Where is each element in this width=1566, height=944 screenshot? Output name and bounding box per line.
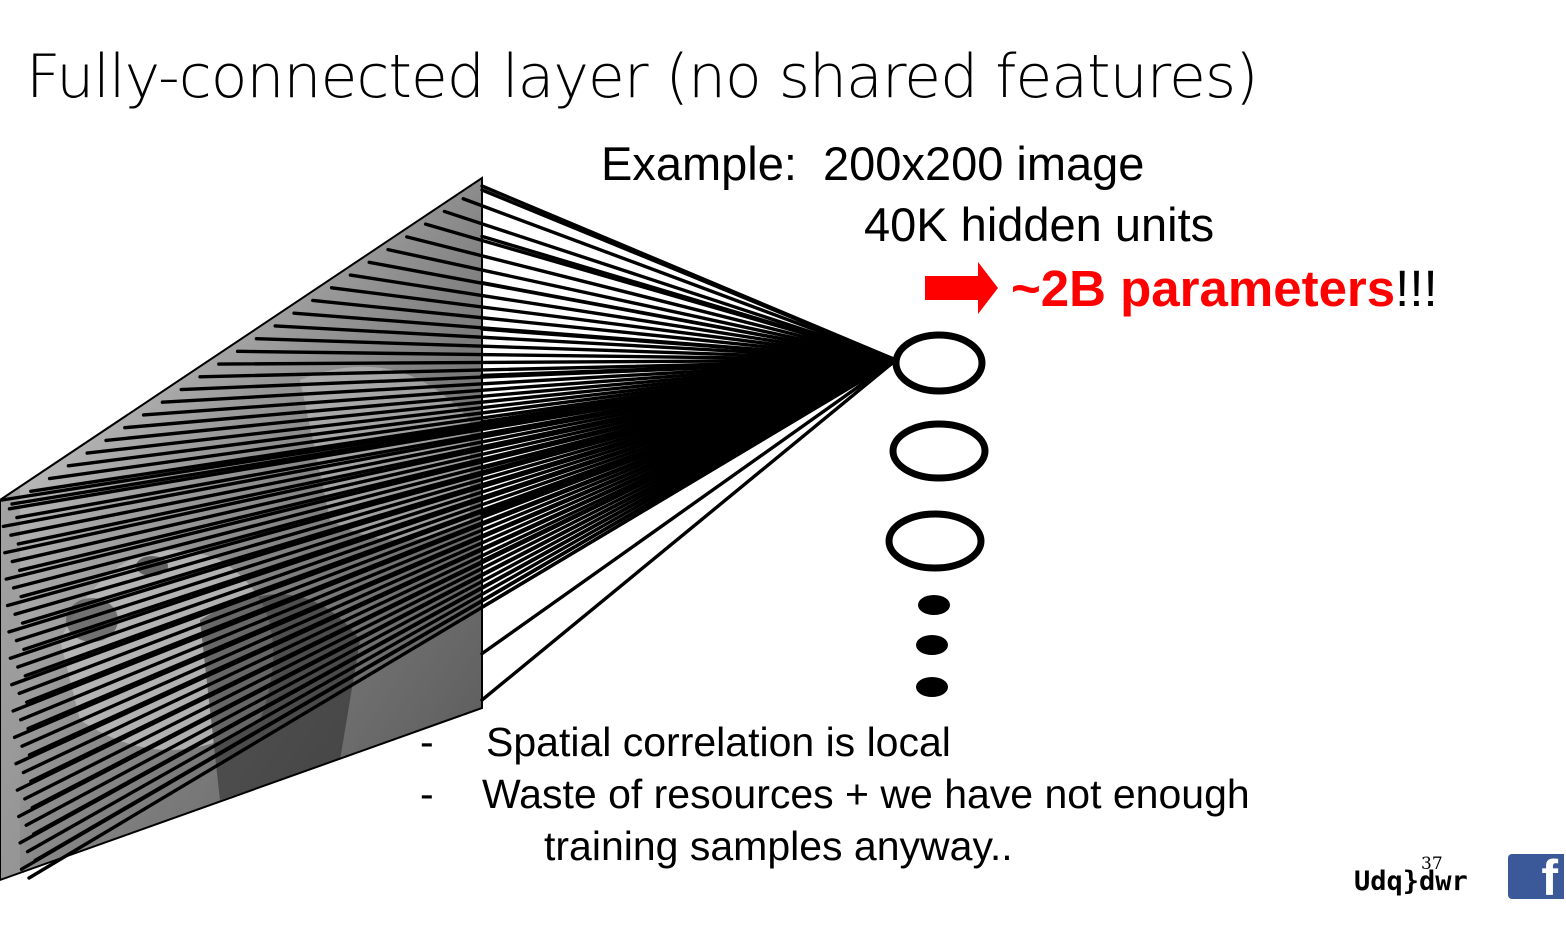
ellipsis-dot-1 — [918, 595, 950, 615]
hidden-unit-3 — [885, 510, 985, 572]
connection-line — [480, 358, 898, 563]
connection-line — [8, 358, 898, 660]
connection-line — [217, 358, 898, 366]
connection-line — [254, 336, 898, 362]
ellipsis-dot-2 — [916, 635, 948, 655]
parameter-count: ~2B parameters!!! — [1011, 263, 1438, 314]
connection-line — [480, 358, 898, 517]
connection-line — [480, 358, 898, 424]
bullet-marker: - — [420, 719, 434, 765]
connection-line — [18, 358, 898, 722]
connection-lines — [0, 184, 898, 880]
connection-line — [7, 358, 898, 634]
connection-line — [16, 358, 898, 669]
connection-line — [480, 358, 898, 609]
connection-line — [19, 358, 898, 871]
connection-line — [141, 358, 898, 417]
connection-line — [24, 358, 898, 827]
hidden-unit-1 — [892, 331, 986, 395]
connection-line — [480, 188, 898, 362]
parameter-count-suffix: !!! — [1395, 260, 1438, 317]
example-line-2: 40K hidden units — [864, 198, 1215, 251]
page-number: 37 — [1421, 854, 1443, 874]
footer-brand: Udq}dwr — [1354, 866, 1468, 897]
connection-line — [273, 324, 898, 362]
connection-line — [311, 298, 898, 362]
connection-line — [480, 281, 898, 362]
connection-line — [480, 358, 898, 470]
connection-line — [13, 358, 898, 616]
connection-line — [123, 358, 898, 430]
connection-line — [480, 358, 898, 702]
connection-line — [480, 327, 898, 362]
connection-line — [10, 358, 898, 506]
facebook-letter: f — [1541, 854, 1558, 899]
connection-line — [5, 358, 898, 608]
connection-line — [480, 358, 898, 656]
connection-line — [20, 358, 898, 748]
connection-line — [104, 358, 898, 443]
connection-line — [405, 235, 898, 362]
connection-line — [235, 349, 898, 362]
facebook-icon: f — [1508, 854, 1564, 899]
connection-line — [480, 234, 898, 362]
connection-line — [10, 358, 898, 564]
slide-title: Fully-connected layer (no shared feature… — [26, 42, 1259, 112]
hidden-units — [885, 331, 989, 697]
bullet-marker: - — [420, 771, 434, 817]
connection-line — [480, 358, 898, 378]
connection-line — [160, 358, 898, 404]
bullet-text: Waste of resources + we have not enough — [482, 771, 1250, 817]
connection-line — [12, 358, 898, 740]
connection-line — [442, 209, 898, 362]
hidden-unit-2 — [889, 420, 989, 482]
connection-line — [17, 358, 898, 819]
connection-line — [386, 247, 898, 362]
connection-line — [23, 358, 898, 801]
connection-line — [18, 358, 898, 845]
connection-line — [11, 358, 898, 713]
connection-line — [85, 358, 898, 455]
connection-line — [348, 273, 898, 362]
bullet-text: Spatial correlation is local — [486, 719, 951, 765]
bullet-continuation: training samples anyway.. — [544, 823, 1013, 869]
example-line-1: Example: 200x200 image — [601, 137, 1145, 190]
connection-line — [4, 358, 898, 581]
connection-line — [25, 358, 898, 854]
connection-line — [3, 358, 898, 555]
connection-line — [329, 286, 898, 362]
connection-line — [461, 197, 898, 362]
right-arrow-icon — [925, 262, 998, 314]
parameter-count-highlight: ~2B parameters — [1011, 260, 1396, 317]
connection-line — [14, 358, 898, 643]
ellipsis-dot-3 — [916, 677, 948, 697]
connection-line — [14, 358, 898, 766]
